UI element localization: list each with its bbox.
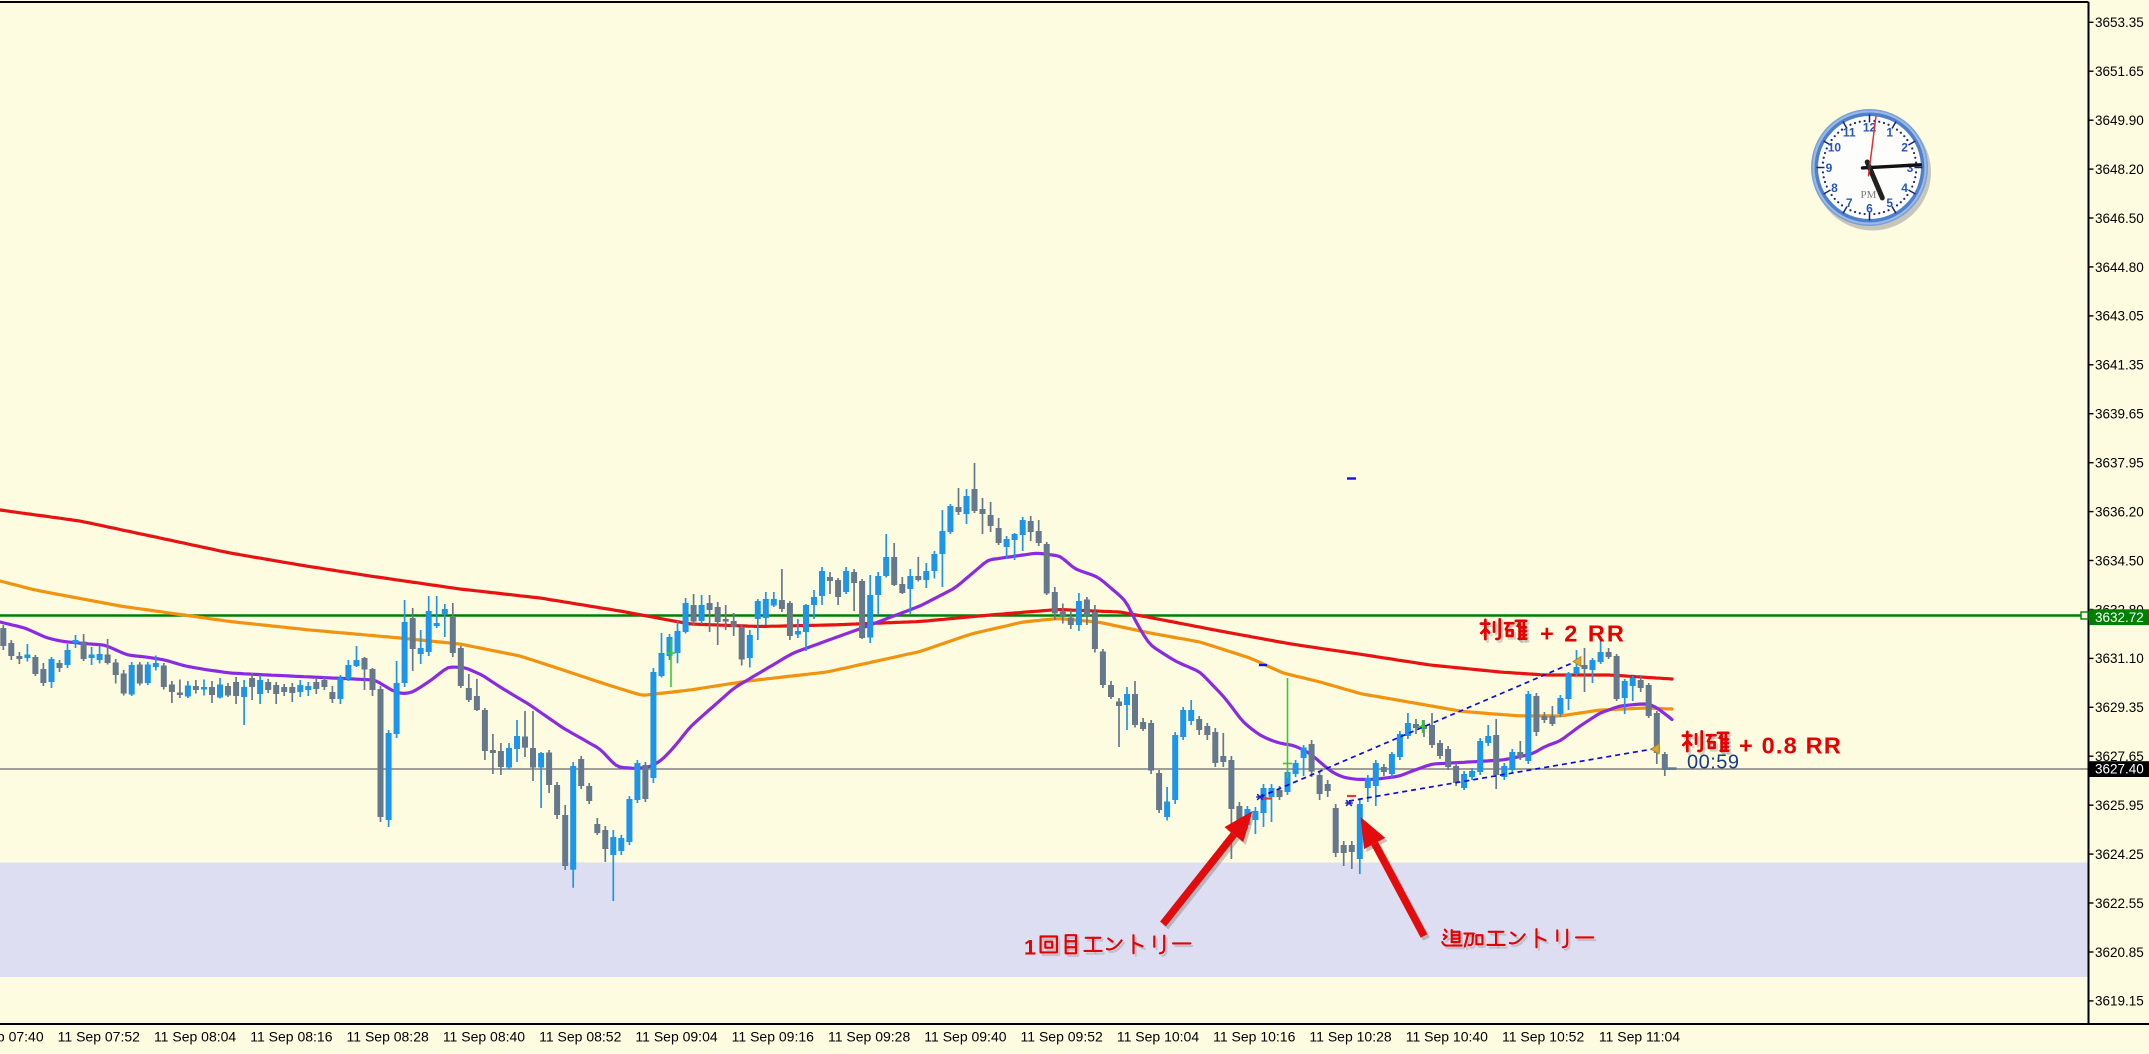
svg-text:11 Sep 07:40: 11 Sep 07:40 [0, 1029, 44, 1045]
svg-text:3648.20: 3648.20 [2095, 162, 2144, 177]
svg-text:3625.95: 3625.95 [2095, 798, 2144, 813]
svg-text:5: 5 [1886, 196, 1893, 210]
svg-text:3637.95: 3637.95 [2095, 455, 2144, 470]
svg-text:10: 10 [1828, 141, 1842, 155]
svg-text:11 Sep 08:16: 11 Sep 08:16 [250, 1029, 332, 1045]
svg-text:1: 1 [1886, 126, 1893, 140]
svg-text:3636.20: 3636.20 [2095, 504, 2144, 519]
svg-text:3646.50: 3646.50 [2095, 211, 2144, 226]
svg-text:11 Sep 10:52: 11 Sep 10:52 [1502, 1029, 1584, 1045]
svg-text:11 Sep 09:28: 11 Sep 09:28 [828, 1029, 910, 1045]
svg-text:3644.80: 3644.80 [2095, 260, 2144, 275]
svg-text:8: 8 [1831, 181, 1838, 195]
svg-text:3629.35: 3629.35 [2095, 700, 2144, 715]
svg-text:3627.65: 3627.65 [2095, 749, 2144, 764]
svg-text:11 Sep 10:40: 11 Sep 10:40 [1406, 1029, 1488, 1045]
svg-text:11 Sep 09:16: 11 Sep 09:16 [732, 1029, 814, 1045]
svg-text:7: 7 [1846, 196, 1853, 210]
svg-text:11 Sep 10:04: 11 Sep 10:04 [1117, 1029, 1199, 1045]
svg-text:12: 12 [1863, 120, 1877, 134]
svg-text:3643.05: 3643.05 [2095, 309, 2144, 324]
svg-text:3639.65: 3639.65 [2095, 407, 2144, 422]
svg-text:11 Sep 09:40: 11 Sep 09:40 [924, 1029, 1006, 1045]
svg-text:3619.15: 3619.15 [2095, 994, 2144, 1009]
svg-text:PM: PM [1861, 189, 1877, 201]
svg-text:3: 3 [1907, 161, 1914, 175]
svg-text:4: 4 [1901, 181, 1908, 195]
svg-text:3649.90: 3649.90 [2095, 113, 2144, 128]
svg-text:3624.25: 3624.25 [2095, 847, 2144, 862]
svg-text:3620.85: 3620.85 [2095, 945, 2144, 960]
svg-text:11 Sep 09:04: 11 Sep 09:04 [635, 1029, 717, 1045]
svg-text:11 Sep 08:52: 11 Sep 08:52 [539, 1029, 621, 1045]
svg-text:3627.40: 3627.40 [2095, 762, 2144, 777]
svg-text:11 Sep 08:40: 11 Sep 08:40 [443, 1029, 525, 1045]
svg-text:11 Sep 07:52: 11 Sep 07:52 [58, 1029, 140, 1045]
svg-text:3632.72: 3632.72 [2095, 610, 2144, 625]
svg-text:+ 2 RR: + 2 RR [1540, 621, 1626, 647]
svg-text:2: 2 [1901, 141, 1908, 155]
svg-text:3634.50: 3634.50 [2095, 553, 2144, 568]
svg-text:9: 9 [1826, 161, 1833, 175]
svg-text:+ 0.8 RR: + 0.8 RR [1739, 733, 1842, 759]
svg-text:11 Sep 08:04: 11 Sep 08:04 [154, 1029, 236, 1045]
svg-text:11 Sep 10:28: 11 Sep 10:28 [1309, 1029, 1391, 1045]
svg-text:11 Sep 10:16: 11 Sep 10:16 [1213, 1029, 1295, 1045]
svg-text:6: 6 [1866, 201, 1873, 215]
svg-text:3622.55: 3622.55 [2095, 896, 2144, 911]
svg-text:3641.35: 3641.35 [2095, 358, 2144, 373]
svg-text:11 Sep 11:04: 11 Sep 11:04 [1599, 1029, 1680, 1045]
svg-text:11 Sep 08:28: 11 Sep 08:28 [347, 1029, 429, 1045]
svg-text:1: 1 [1024, 936, 1036, 960]
svg-text:3653.35: 3653.35 [2095, 15, 2144, 30]
svg-text:00:59: 00:59 [1687, 752, 1740, 774]
svg-text:3631.10: 3631.10 [2095, 651, 2144, 666]
svg-text:11 Sep 09:52: 11 Sep 09:52 [1021, 1029, 1103, 1045]
svg-text:3651.65: 3651.65 [2095, 64, 2144, 79]
svg-text:11: 11 [1843, 126, 1856, 140]
